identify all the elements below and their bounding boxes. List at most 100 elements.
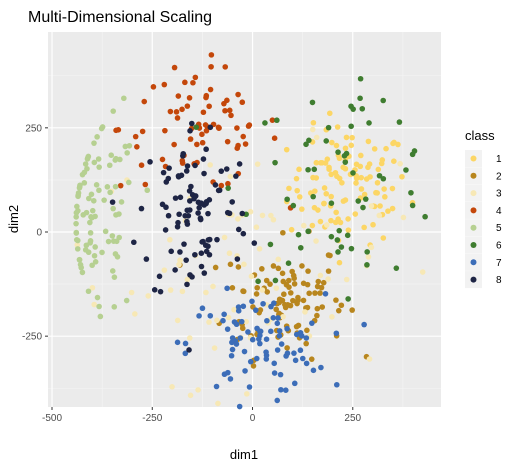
data-point-class-6 [285, 260, 292, 266]
data-point-class-2 [273, 306, 279, 313]
data-point-class-6 [328, 233, 335, 240]
data-point-class-4 [175, 93, 182, 99]
data-point-class-1 [345, 216, 351, 222]
data-point-class-1 [342, 197, 349, 203]
chart-title: Multi-Dimensional Scaling [28, 9, 212, 26]
data-point-class-5 [87, 219, 93, 226]
data-point-class-5 [96, 187, 102, 194]
data-point-class-4 [132, 133, 139, 140]
data-point-class-1 [391, 139, 397, 146]
data-point-class-2 [304, 327, 310, 334]
data-point-class-7 [271, 360, 278, 367]
data-point-class-3 [214, 317, 220, 324]
data-point-class-2 [333, 297, 339, 303]
data-point-class-6 [225, 185, 231, 191]
legend-key-1 [470, 155, 477, 162]
data-point-class-6 [422, 213, 428, 220]
data-point-class-4 [239, 99, 246, 106]
data-point-class-4 [203, 92, 210, 99]
legend-title: class [465, 128, 495, 143]
data-point-class-6 [274, 117, 280, 124]
data-point-class-4 [182, 79, 188, 86]
data-point-class-7 [277, 371, 284, 378]
data-point-class-8 [201, 170, 207, 177]
data-point-class-4 [208, 52, 215, 58]
data-point-class-7 [263, 349, 269, 355]
data-point-class-1 [317, 218, 324, 225]
data-point-class-4 [113, 127, 119, 134]
data-point-class-1 [378, 160, 385, 167]
legend-key-4 [470, 207, 477, 214]
data-point-class-7 [297, 347, 304, 354]
data-point-class-1 [321, 200, 327, 207]
data-point-class-3 [275, 256, 282, 263]
data-point-class-1 [333, 209, 339, 216]
data-point-class-7 [256, 336, 262, 342]
data-point-class-7 [233, 341, 240, 347]
data-point-class-1 [317, 160, 324, 166]
data-point-class-4 [203, 127, 210, 134]
data-point-class-6 [272, 277, 279, 284]
data-point-class-2 [305, 268, 311, 274]
data-point-class-8 [165, 212, 172, 219]
data-point-class-7 [318, 364, 324, 371]
data-point-class-8 [234, 256, 241, 262]
data-point-class-8 [224, 209, 231, 216]
data-point-class-4 [202, 122, 209, 128]
data-point-class-7 [291, 380, 298, 387]
data-point-class-8 [138, 205, 145, 212]
data-point-class-5 [108, 152, 115, 159]
data-point-class-4 [242, 141, 249, 147]
data-point-class-8 [192, 162, 198, 169]
data-point-class-3 [145, 293, 152, 299]
data-point-class-6 [335, 249, 341, 255]
data-point-class-7 [199, 305, 206, 312]
data-point-class-5 [78, 264, 85, 271]
data-point-class-7 [260, 300, 266, 307]
data-point-class-8 [233, 173, 239, 179]
data-point-class-3 [400, 214, 407, 221]
data-point-class-3 [132, 311, 138, 317]
data-point-class-1 [332, 169, 339, 176]
data-point-class-7 [292, 357, 299, 364]
data-point-class-3 [268, 212, 274, 219]
data-point-class-4 [269, 117, 276, 123]
data-point-class-4 [224, 97, 230, 104]
data-point-class-6 [297, 244, 304, 251]
data-point-class-7 [235, 308, 242, 314]
data-point-class-7 [293, 331, 300, 338]
data-point-class-3 [244, 391, 250, 397]
data-point-class-1 [381, 186, 387, 192]
data-point-class-1 [371, 146, 378, 152]
data-point-class-5 [112, 183, 119, 190]
data-point-class-3 [313, 238, 319, 244]
data-point-class-8 [186, 347, 192, 353]
data-point-class-3 [247, 208, 254, 215]
data-point-class-5 [91, 140, 97, 146]
data-point-class-6 [357, 75, 364, 82]
data-point-class-2 [349, 307, 355, 313]
data-point-class-5 [89, 262, 95, 269]
data-point-class-6 [338, 244, 345, 250]
data-point-class-1 [353, 161, 360, 168]
data-point-class-5 [92, 244, 98, 250]
data-point-class-5 [107, 189, 113, 196]
data-point-class-8 [201, 270, 208, 276]
data-point-class-8 [151, 286, 158, 293]
data-point-class-4 [179, 160, 186, 166]
data-point-class-3 [128, 289, 135, 296]
data-point-class-7 [182, 350, 189, 357]
data-point-class-1 [361, 224, 367, 231]
legend-key-6 [470, 242, 477, 248]
data-point-class-3 [184, 276, 191, 283]
data-point-class-1 [333, 142, 340, 149]
data-point-class-2 [259, 266, 265, 272]
data-point-class-8 [165, 175, 172, 182]
data-point-class-7 [275, 315, 281, 321]
data-point-class-7 [274, 320, 281, 327]
data-point-class-1 [336, 259, 343, 266]
data-point-class-5 [89, 207, 96, 214]
data-point-class-5 [75, 193, 81, 200]
data-point-class-7 [237, 335, 244, 341]
data-point-class-7 [310, 367, 317, 374]
